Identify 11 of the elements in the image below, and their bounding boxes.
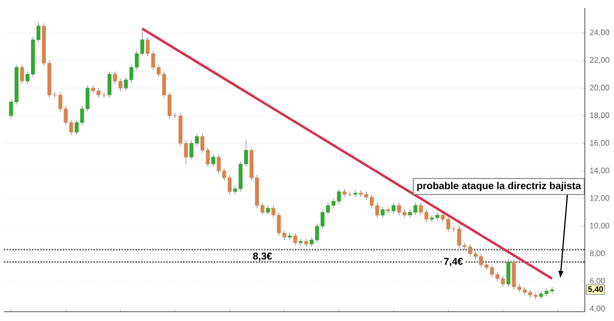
candlestick xyxy=(20,64,24,84)
candlestick xyxy=(392,202,396,214)
candlestick xyxy=(380,206,385,218)
candlestick xyxy=(293,232,298,246)
ref-line-label: 8,3€ xyxy=(253,252,272,262)
candlestick xyxy=(211,154,216,168)
candlestick xyxy=(266,205,270,216)
ref-line-label: 7,4€ xyxy=(444,258,463,266)
candlestick xyxy=(108,71,112,98)
candlestick xyxy=(506,259,510,288)
annotation: probable ataque la directriz bajista xyxy=(417,182,582,192)
